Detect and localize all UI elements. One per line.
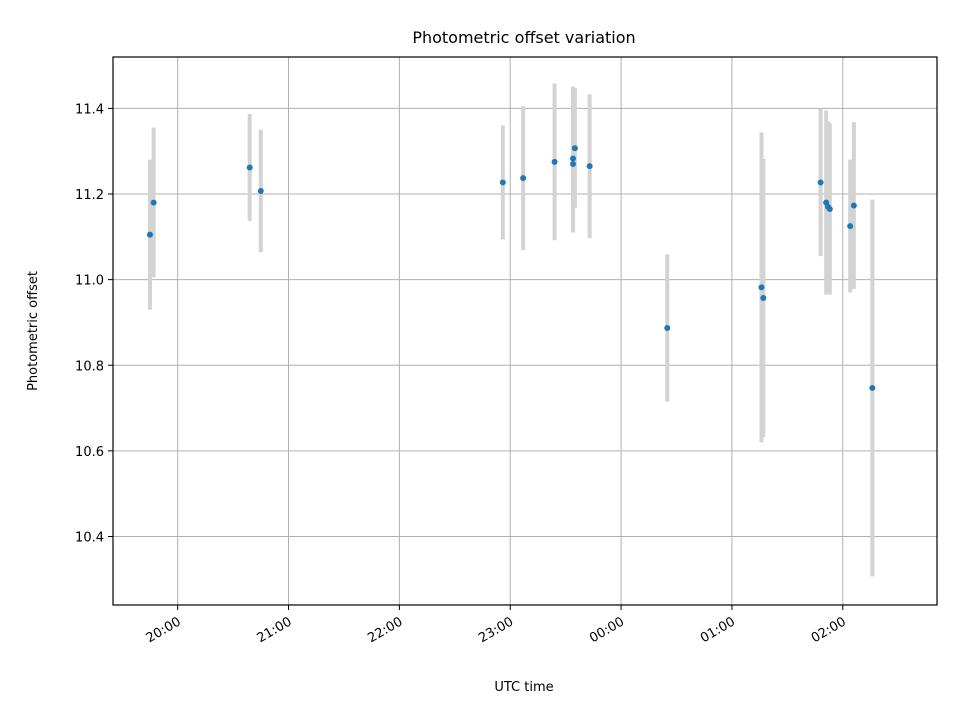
- y-tick-label: 11.2: [75, 188, 104, 203]
- data-point: [150, 199, 157, 206]
- data-point: [551, 158, 558, 165]
- data-point: [499, 179, 506, 186]
- x-tick-label: 02:00: [809, 614, 849, 646]
- data-point: [758, 284, 765, 291]
- data-point: [586, 163, 593, 170]
- y-tick-label: 10.4: [75, 531, 104, 546]
- y-tick-label: 11.0: [75, 274, 104, 289]
- data-point: [664, 325, 671, 332]
- data-point: [257, 188, 264, 195]
- x-tick-label: 21:00: [255, 614, 295, 646]
- y-tick-label: 11.4: [75, 102, 104, 117]
- plot-frame: [112, 56, 938, 606]
- data-point: [246, 164, 253, 171]
- data-point: [570, 161, 577, 168]
- data-point: [570, 155, 577, 162]
- x-tick-label: 00:00: [587, 614, 627, 646]
- data-point: [520, 175, 527, 182]
- y-tick-label: 10.8: [75, 359, 104, 374]
- data-point: [817, 179, 824, 186]
- error-bars: [147, 83, 875, 577]
- data-point: [760, 295, 767, 302]
- x-tick-label: 23:00: [476, 614, 516, 646]
- data-point: [146, 231, 153, 238]
- data-point: [826, 205, 833, 212]
- x-tick-label: 22:00: [365, 614, 405, 646]
- x-axis-label: UTC time: [494, 680, 553, 695]
- data-point: [869, 384, 876, 391]
- data-point: [850, 202, 857, 209]
- data-point: [847, 223, 854, 230]
- y-axis-label: Photometric offset: [26, 271, 41, 391]
- x-axis: 20:00 21:00 22:00 23:00 00:00 01:00 02:00: [144, 605, 849, 646]
- chart-title: Photometric offset variation: [412, 28, 635, 47]
- y-tick-label: 10.6: [75, 445, 104, 460]
- x-tick-label: 01:00: [698, 614, 738, 646]
- x-tick-label: 20:00: [144, 614, 184, 646]
- data-point: [571, 145, 578, 152]
- data-points: [146, 145, 876, 391]
- y-axis: 10.4 10.6 10.8 11.0 11.2 11.4: [75, 102, 113, 546]
